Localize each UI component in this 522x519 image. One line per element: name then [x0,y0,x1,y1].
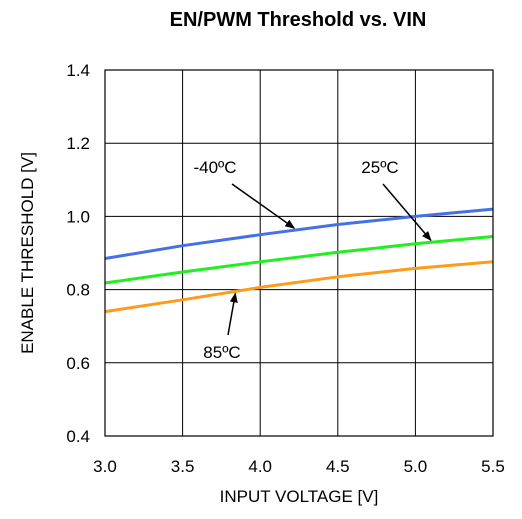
y-axis-label: ENABLE THRESHOLD [V] [18,152,37,354]
x-axis-label: INPUT VOLTAGE [V] [220,487,379,506]
x-tick-label: 5.5 [481,457,505,476]
grid [104,69,494,437]
y-tick-label: 0.8 [66,281,90,300]
x-tick-label: 4.0 [248,457,272,476]
y-tick-label: 0.4 [66,427,90,446]
annotation-label: 25ºC [361,158,398,177]
tick-labels: 3.0 3.5 4.0 4.5 5.0 5.5 0.4 0.6 0.8 1.0 1.2 1.4 [66,61,504,476]
plot-frame [104,69,494,437]
annotation-label: -40ºC [193,158,236,177]
chart-title: EN/PWM Threshold vs. VIN [170,9,427,31]
annotation-layer: -40ºC 25ºC 85ºC [193,158,432,362]
series-line-0 [104,207,494,260]
x-tick-label: 4.5 [326,457,350,476]
series-layer [104,207,494,314]
annotation-arrow [231,183,296,229]
y-tick-label: 1.4 [66,61,90,80]
series-line-2 [104,260,494,314]
y-tick-label: 0.6 [66,354,90,373]
annotation-arrow [227,292,238,336]
x-tick-label: 5.0 [404,457,428,476]
x-tick-label: 3.0 [93,457,117,476]
series-line-1 [104,235,494,285]
annotation-label: 85ºC [203,343,240,362]
y-tick-label: 1.2 [66,134,90,153]
annotation-arrow [382,183,432,242]
y-tick-label: 1.0 [66,207,90,226]
x-tick-label: 3.5 [171,457,195,476]
